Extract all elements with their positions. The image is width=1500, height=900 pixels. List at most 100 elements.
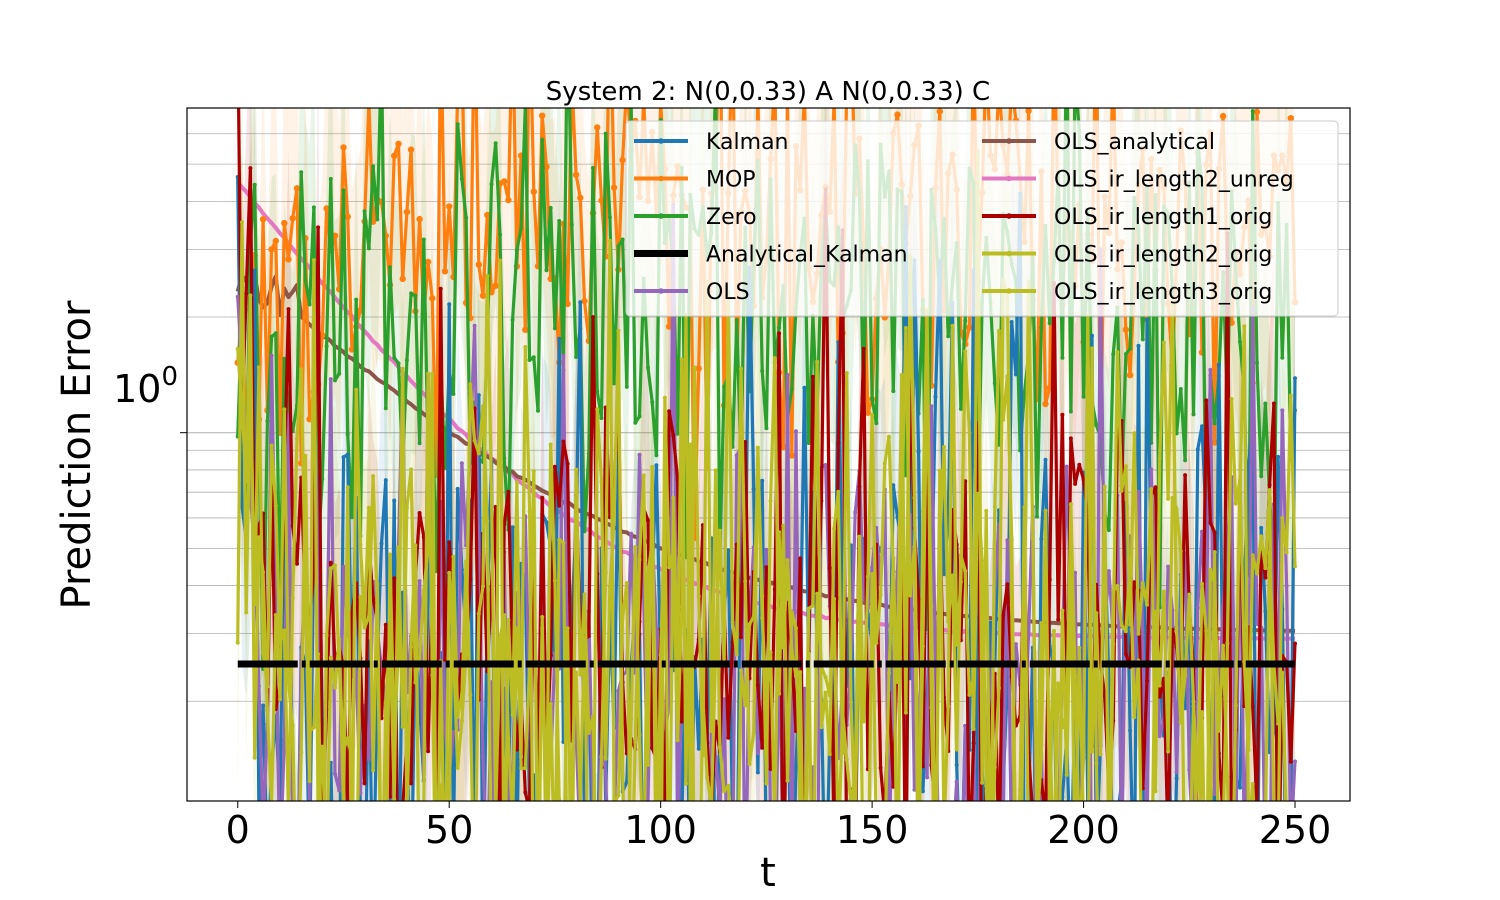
series-point <box>1293 759 1297 764</box>
series-point <box>675 738 680 743</box>
series-point <box>388 265 392 270</box>
series-point <box>936 108 943 115</box>
series-point <box>722 697 727 702</box>
series-point <box>1161 340 1166 345</box>
series-point <box>1284 550 1289 555</box>
series-point <box>679 604 684 609</box>
series-point <box>764 547 769 552</box>
series-point <box>963 318 968 323</box>
series-point <box>311 205 316 210</box>
series-point <box>265 684 270 689</box>
series-point <box>1219 112 1227 120</box>
series-point <box>713 649 718 654</box>
series-point <box>290 596 295 601</box>
series-point <box>455 766 460 770</box>
x-axis-ticks: 0 50 100 150 200 250 <box>226 801 1331 852</box>
series-point <box>240 504 244 509</box>
series-point <box>574 467 579 472</box>
series-point <box>455 122 460 127</box>
series-point <box>1242 659 1247 664</box>
series-point <box>1094 761 1099 766</box>
legend-label: OLS_ir_length2_orig <box>1054 243 1272 268</box>
series-point <box>468 382 473 387</box>
series-point <box>802 385 807 390</box>
series-point <box>844 757 849 762</box>
series-point <box>1221 643 1226 648</box>
series-point <box>1140 633 1145 638</box>
series-point <box>667 409 672 414</box>
series-point <box>607 215 612 220</box>
series-point <box>400 724 405 729</box>
series-point <box>1018 787 1023 792</box>
series-point <box>1081 394 1086 399</box>
series-point <box>870 572 875 576</box>
series-point <box>874 421 879 426</box>
series-point <box>476 451 481 456</box>
series-point <box>557 797 562 801</box>
series-point <box>358 542 363 547</box>
series-point <box>316 225 321 230</box>
series-point <box>984 783 989 788</box>
series-point <box>739 366 743 371</box>
series-point <box>1166 564 1171 569</box>
series-point <box>1250 553 1255 558</box>
series-point <box>980 780 985 785</box>
series-point <box>455 486 460 491</box>
series-point <box>548 442 553 447</box>
series-point <box>1153 485 1158 490</box>
series-point <box>802 686 807 691</box>
series-point <box>1208 367 1213 372</box>
series-point <box>853 510 858 515</box>
series-point <box>878 765 883 770</box>
series-point <box>700 753 705 758</box>
series-point <box>734 652 739 657</box>
series-point <box>561 540 566 545</box>
series-point <box>421 534 426 539</box>
series-point <box>392 797 397 801</box>
series-point <box>646 571 650 576</box>
series-point <box>273 331 278 336</box>
legend-marker <box>658 288 664 294</box>
series-point <box>396 361 401 366</box>
series-point <box>269 334 274 339</box>
series-point <box>299 367 304 372</box>
series-point <box>870 396 875 401</box>
series-point <box>594 124 601 131</box>
series-point <box>1280 355 1285 360</box>
series-point <box>675 431 680 436</box>
series-point <box>544 268 549 273</box>
series-point <box>464 652 469 657</box>
series-point <box>582 592 587 597</box>
series-point <box>1178 549 1183 554</box>
series-point <box>1259 474 1264 479</box>
series-point <box>256 365 261 370</box>
series-point <box>531 469 536 474</box>
series-point <box>878 592 883 597</box>
series-point <box>1090 749 1094 754</box>
series-point <box>409 781 414 786</box>
series-point <box>755 456 760 460</box>
series-point <box>1253 108 1261 116</box>
series-point <box>861 346 866 351</box>
series-point <box>794 429 798 434</box>
series-point <box>565 626 570 631</box>
series-point <box>328 377 333 382</box>
series-point <box>806 441 811 445</box>
series-point <box>328 566 333 571</box>
series-point <box>328 176 333 181</box>
series-point <box>755 683 760 688</box>
series-point <box>916 596 921 601</box>
series-point <box>997 686 1001 691</box>
series-point <box>1216 728 1221 733</box>
series-point <box>1128 346 1133 351</box>
series-point <box>722 789 727 794</box>
series-point <box>278 697 282 702</box>
series-point <box>616 793 621 798</box>
series-point <box>388 552 392 557</box>
series-point <box>451 554 456 559</box>
series-point <box>788 452 795 459</box>
series-point <box>760 478 765 483</box>
series-point <box>717 745 722 750</box>
series-point <box>1102 484 1107 489</box>
series-point <box>475 261 482 268</box>
